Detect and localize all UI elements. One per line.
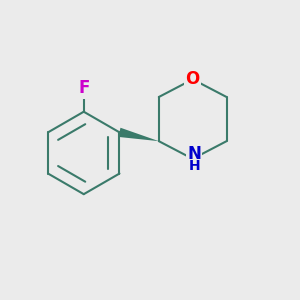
Polygon shape (118, 128, 159, 141)
Text: O: O (186, 70, 200, 88)
Text: H: H (188, 159, 200, 173)
Text: N: N (187, 145, 201, 163)
Text: F: F (78, 79, 89, 97)
